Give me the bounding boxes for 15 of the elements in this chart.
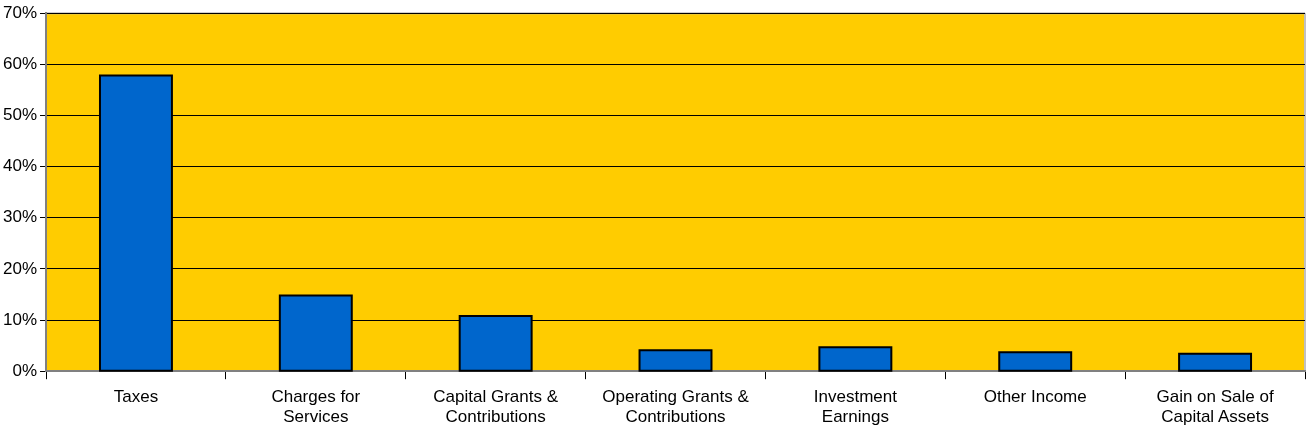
y-tick-label: 10%: [2, 309, 38, 329]
x-tick-label: Charges for Services: [271, 387, 361, 427]
y-tick-label: 20%: [2, 258, 38, 278]
x-tick-label: Taxes: [113, 387, 159, 407]
x-tick-label: Capital Grants & Contributions: [433, 387, 559, 427]
y-tick-label: 40%: [2, 156, 38, 176]
x-tick-label: Gain on Sale of Capital Assets: [1156, 387, 1274, 427]
y-tick-label: 50%: [2, 105, 38, 125]
x-tick-label: Operating Grants & Contributions: [602, 387, 750, 427]
x-tick-label: Other Income: [983, 387, 1087, 407]
y-tick-label: 60%: [2, 54, 38, 74]
y-tick-label: 0%: [12, 360, 38, 380]
y-tick-label: 30%: [2, 207, 38, 227]
y-tick-label: 70%: [2, 2, 38, 22]
x-tick-label: Investment Earnings: [813, 387, 898, 427]
